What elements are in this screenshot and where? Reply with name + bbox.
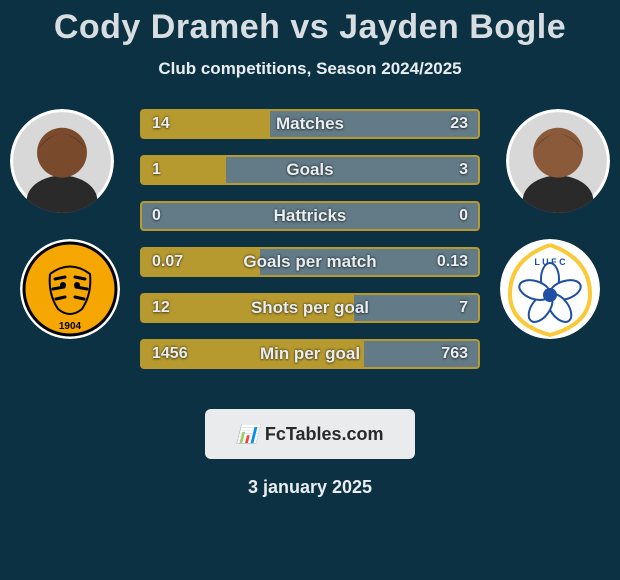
stat-value-right: 3 (459, 161, 468, 179)
stat-value-right: 0 (459, 207, 468, 225)
stat-value-left: 1456 (152, 345, 188, 363)
brand-badge: 📊 FcTables.com (205, 409, 415, 459)
comparison-content: 1904 L U F C Matches1423Goals13Hattricks… (0, 109, 620, 399)
player-left-avatar (10, 109, 114, 213)
stat-value-right: 763 (441, 345, 468, 363)
stat-value-right: 0.13 (437, 253, 468, 271)
brand-text: FcTables.com (265, 424, 384, 445)
stat-row: Goals per match0.070.13 (140, 247, 480, 277)
stat-value-right: 7 (459, 299, 468, 317)
stat-value-left: 12 (152, 299, 170, 317)
stat-bars: Matches1423Goals13Hattricks00Goals per m… (140, 109, 480, 385)
stat-row: Shots per goal127 (140, 293, 480, 323)
club-left-badge: 1904 (20, 239, 120, 339)
date-text: 3 january 2025 (0, 477, 620, 498)
stat-row: Goals13 (140, 155, 480, 185)
stat-value-left: 1 (152, 161, 161, 179)
stat-label: Hattricks (142, 206, 478, 226)
stat-bar-left (142, 295, 354, 321)
stat-row: Min per goal1456763 (140, 339, 480, 369)
page-title: Cody Drameh vs Jayden Bogle (0, 0, 620, 47)
svg-text:1904: 1904 (59, 321, 82, 332)
club-right-badge: L U F C (500, 239, 600, 339)
player-right-avatar (506, 109, 610, 213)
subtitle: Club competitions, Season 2024/2025 (0, 59, 620, 79)
stat-row: Hattricks0 0 (140, 201, 480, 231)
stat-value-left: 0 (152, 207, 161, 225)
stat-value-left: 0.07 (152, 253, 183, 271)
chart-icon: 📊 (236, 424, 258, 445)
stat-value-left: 14 (152, 115, 170, 133)
stat-value-right: 23 (450, 115, 468, 133)
stat-row: Matches1423 (140, 109, 480, 139)
